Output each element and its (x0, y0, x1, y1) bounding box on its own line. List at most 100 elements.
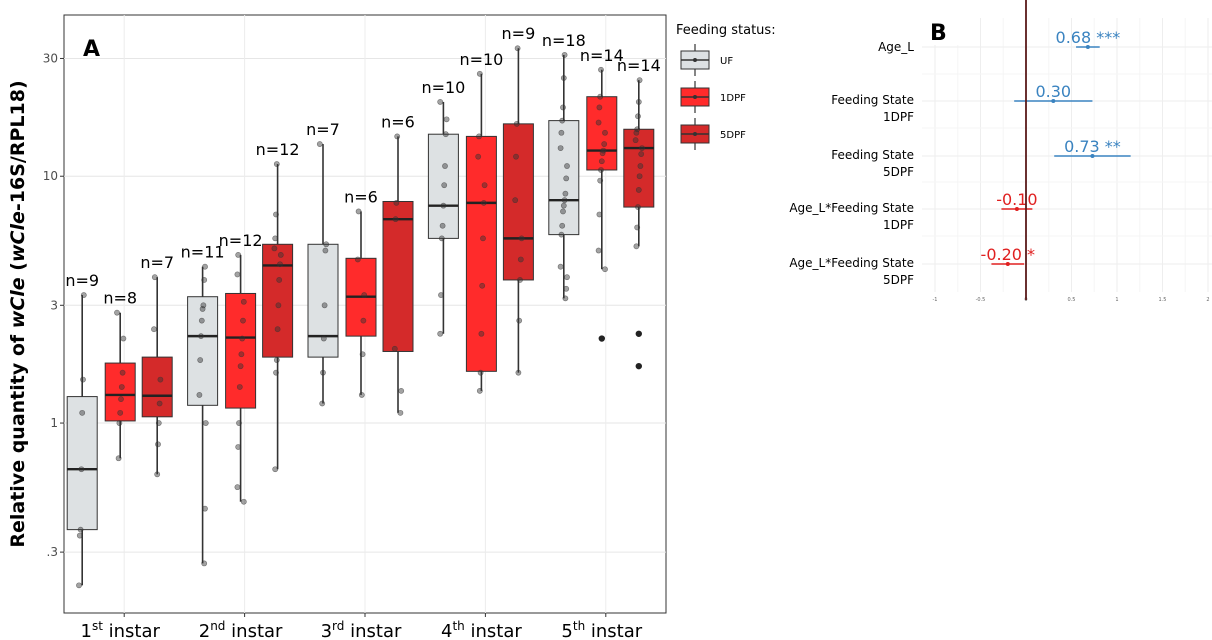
data-point (240, 498, 247, 505)
coef-term-label: Feeding State (831, 148, 914, 162)
coef-term-label: Age_L*Feeding State (789, 256, 914, 270)
x-category-label: 5th instar (561, 619, 642, 640)
data-point (235, 252, 242, 258)
data-point (437, 99, 444, 105)
data-point (438, 292, 444, 298)
b-x-tick-label: 1.5 (1159, 297, 1167, 303)
panel-a-x-categories: 1st instar 2nd instar 3rd instar 4th instar… (80, 613, 643, 640)
coef-term-2: Feeding State 1DPF 0.30 (831, 82, 1093, 124)
data-point (196, 392, 203, 398)
data-point (513, 153, 519, 160)
data-point (559, 117, 566, 124)
data-point (595, 119, 602, 126)
data-point (476, 387, 483, 394)
data-point (154, 471, 161, 478)
data-point (440, 202, 447, 209)
data-point (635, 187, 642, 193)
legend-item-label: 1DPF (720, 93, 746, 104)
data-point (237, 363, 244, 370)
data-point (560, 208, 566, 215)
data-point (321, 302, 328, 309)
box-iqr (465, 135, 497, 372)
sample-size-label: n=12 (256, 140, 300, 159)
data-point (515, 369, 522, 376)
data-point (361, 292, 368, 298)
box-iqr (502, 123, 534, 281)
coef-term-3: Feeding State 5DPF 0.73 ** (831, 137, 1131, 179)
box-1DPF-2: n=12 (219, 231, 263, 505)
data-point (600, 147, 607, 154)
coef-term-label: 5DPF (883, 273, 914, 287)
data-point (272, 466, 279, 473)
data-point (557, 263, 564, 270)
data-point (116, 420, 123, 426)
box-5DPF-4: n=9 (502, 24, 535, 376)
x-category-label: 4th instar (441, 619, 522, 640)
coef-term-label: 1DPF (883, 110, 914, 124)
box-5DPF-1: n=7 (140, 253, 174, 478)
data-point (632, 137, 639, 144)
data-point (438, 235, 445, 242)
sample-size-label: n=6 (381, 112, 415, 131)
data-point (393, 199, 400, 206)
data-point (638, 151, 645, 157)
y-label-part-5: -16S/RPL18) (7, 80, 29, 211)
data-point (276, 277, 283, 283)
box-1DPF-4: n=10 (459, 50, 503, 394)
data-point (442, 163, 448, 169)
box-UF-1: n=9 (65, 271, 99, 589)
data-point (78, 466, 85, 473)
b-x-tick-label: -0.5 (976, 297, 986, 303)
data-point (79, 409, 86, 416)
data-point (323, 241, 330, 248)
data-point (155, 441, 161, 448)
box-1DPF-5: n=14 (580, 46, 624, 342)
box-UF-5: n=18 (542, 31, 586, 302)
legend-item-UF: UF (680, 44, 733, 76)
data-point (633, 129, 640, 136)
sample-size-label: n=7 (140, 253, 174, 272)
data-point (481, 182, 488, 189)
x-category-label: 2nd instar (199, 619, 283, 640)
coef-term-1: Age_L 0.68 *** (878, 28, 1120, 54)
box-UF-2: n=11 (181, 243, 225, 567)
panel-a-y-ticks: .3 1 3 10 30 (43, 51, 64, 559)
outlier-point (635, 330, 642, 337)
data-point (202, 263, 208, 270)
data-point (238, 351, 245, 358)
data-point (557, 145, 564, 152)
data-point (479, 282, 486, 289)
data-point (117, 409, 124, 416)
data-point (239, 335, 246, 342)
data-point (235, 444, 242, 450)
y-label-part-2: wCle (7, 277, 29, 328)
legend-key-point (693, 95, 697, 99)
coef-estimate-point (1014, 207, 1019, 211)
data-point (595, 247, 602, 254)
data-point (151, 274, 158, 281)
data-point (514, 45, 521, 52)
data-point (602, 129, 608, 136)
coef-estimate-label: -0.20 * (981, 245, 1035, 264)
data-point (560, 75, 567, 81)
data-point (234, 271, 241, 278)
data-point (275, 302, 282, 309)
coef-estimate-label: -0.10 (996, 190, 1037, 209)
data-point (563, 175, 570, 182)
sample-size-label: n=18 (542, 31, 586, 50)
data-point (277, 261, 283, 268)
y-tick-label: 30 (43, 51, 58, 65)
coef-estimate-point (1005, 262, 1010, 266)
data-point (439, 222, 446, 229)
data-point (316, 141, 323, 147)
box-1DPF-3: n=6 (344, 187, 378, 398)
coef-term-label: 1DPF (883, 218, 914, 232)
data-point (319, 400, 326, 407)
data-point (120, 335, 127, 342)
data-point (597, 93, 604, 100)
data-point (596, 104, 603, 111)
data-point (443, 116, 450, 123)
data-point (277, 252, 284, 258)
data-point (634, 126, 641, 133)
panel-a-label: A (83, 37, 100, 62)
